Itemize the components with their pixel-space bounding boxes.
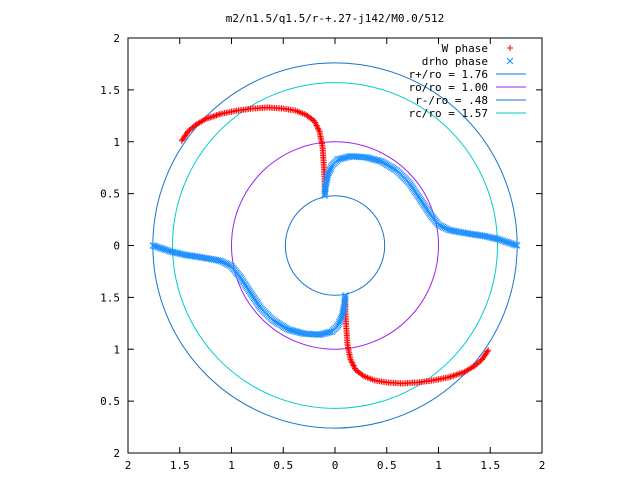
w-phase-point — [351, 364, 358, 371]
w-phase-point — [448, 373, 455, 380]
w-phase-point — [349, 359, 356, 366]
x-tick-label: 1.5 — [170, 459, 190, 472]
w-phase-point — [201, 116, 208, 123]
y-tick-label: 2 — [113, 447, 120, 460]
w-phase-point — [507, 45, 513, 51]
chart-title: m2/n1.5/q1.5/r-+.27-j142/M0.0/512 — [226, 12, 445, 25]
w-phase-point — [352, 367, 359, 373]
y-tick-label: 1.5 — [100, 291, 120, 304]
axes: 2 1.5 1 0.5 0 0.5 1 1.5 220.511.500.511.52 — [100, 32, 545, 472]
circle-r-0_48 — [284, 195, 386, 296]
x-tick-label: 0 — [332, 459, 339, 472]
legend-label: W phase — [442, 42, 488, 55]
drho-phase-point — [151, 242, 158, 250]
w-phase-point — [351, 365, 358, 372]
w-phase-point — [455, 371, 462, 378]
w-phase-point — [462, 368, 469, 375]
w-phase-point — [210, 113, 217, 120]
w-phase-point — [208, 113, 215, 120]
x-tick-label: 2 — [125, 459, 132, 472]
w-phase-point — [215, 111, 222, 118]
w-phase-point — [213, 112, 220, 119]
w-phase-point — [350, 362, 357, 369]
y-tick-label: 0.5 — [100, 395, 120, 408]
y-tick-label: 0 — [113, 240, 120, 253]
circle-r-1_57 — [172, 82, 498, 409]
x-tick-label: 1.5 — [480, 459, 500, 472]
drho-phase-point — [513, 242, 521, 249]
data-points — [149, 45, 521, 387]
w-phase-point — [447, 373, 454, 380]
circle-r-1 — [231, 141, 439, 350]
drho-phase-point — [327, 163, 335, 171]
legend-label: drho phase — [422, 55, 488, 68]
w-phase-point — [349, 361, 356, 368]
w-phase-point — [314, 123, 321, 130]
legend-label: r+/ro = 1.76 — [409, 68, 488, 81]
y-tick-label: 1 — [113, 343, 120, 356]
y-tick-label: 2 — [113, 32, 120, 45]
w-phase-point — [311, 118, 318, 124]
w-phase-point — [211, 112, 218, 119]
w-phase-point — [315, 126, 322, 133]
w-phase-point — [450, 372, 457, 379]
w-phase-point — [312, 119, 319, 126]
y-tick-label: 1 — [113, 136, 120, 149]
w-phase-point — [312, 120, 319, 127]
x-tick-label: 1 — [228, 459, 235, 472]
w-phase-point — [453, 371, 460, 378]
drho-phase-point — [335, 320, 343, 328]
w-phase-point — [207, 114, 214, 121]
x-tick-label: 0.5 — [273, 459, 293, 472]
w-phase-point — [314, 125, 321, 132]
x-tick-label: 0.5 — [377, 459, 397, 472]
w-phase-point — [452, 372, 459, 379]
legend-label: rc/ro = 1.57 — [409, 107, 488, 120]
drho-phase-point — [149, 242, 157, 249]
legend-label: r-/ro = .48 — [415, 94, 488, 107]
w-phase-point — [313, 122, 320, 129]
drho-phase-point — [512, 241, 519, 249]
x-tick-label: 2 — [539, 459, 546, 472]
legend-label: ro/ro = 1.00 — [409, 81, 488, 94]
x-tick-label: 1 — [435, 459, 442, 472]
w-phase-point — [348, 358, 355, 365]
w-phase-point — [216, 111, 223, 118]
y-tick-label: 1.5 — [100, 84, 120, 97]
y-tick-label: 0.5 — [100, 188, 120, 201]
drho-phase-point — [506, 57, 514, 65]
w-phase-point — [456, 370, 463, 377]
